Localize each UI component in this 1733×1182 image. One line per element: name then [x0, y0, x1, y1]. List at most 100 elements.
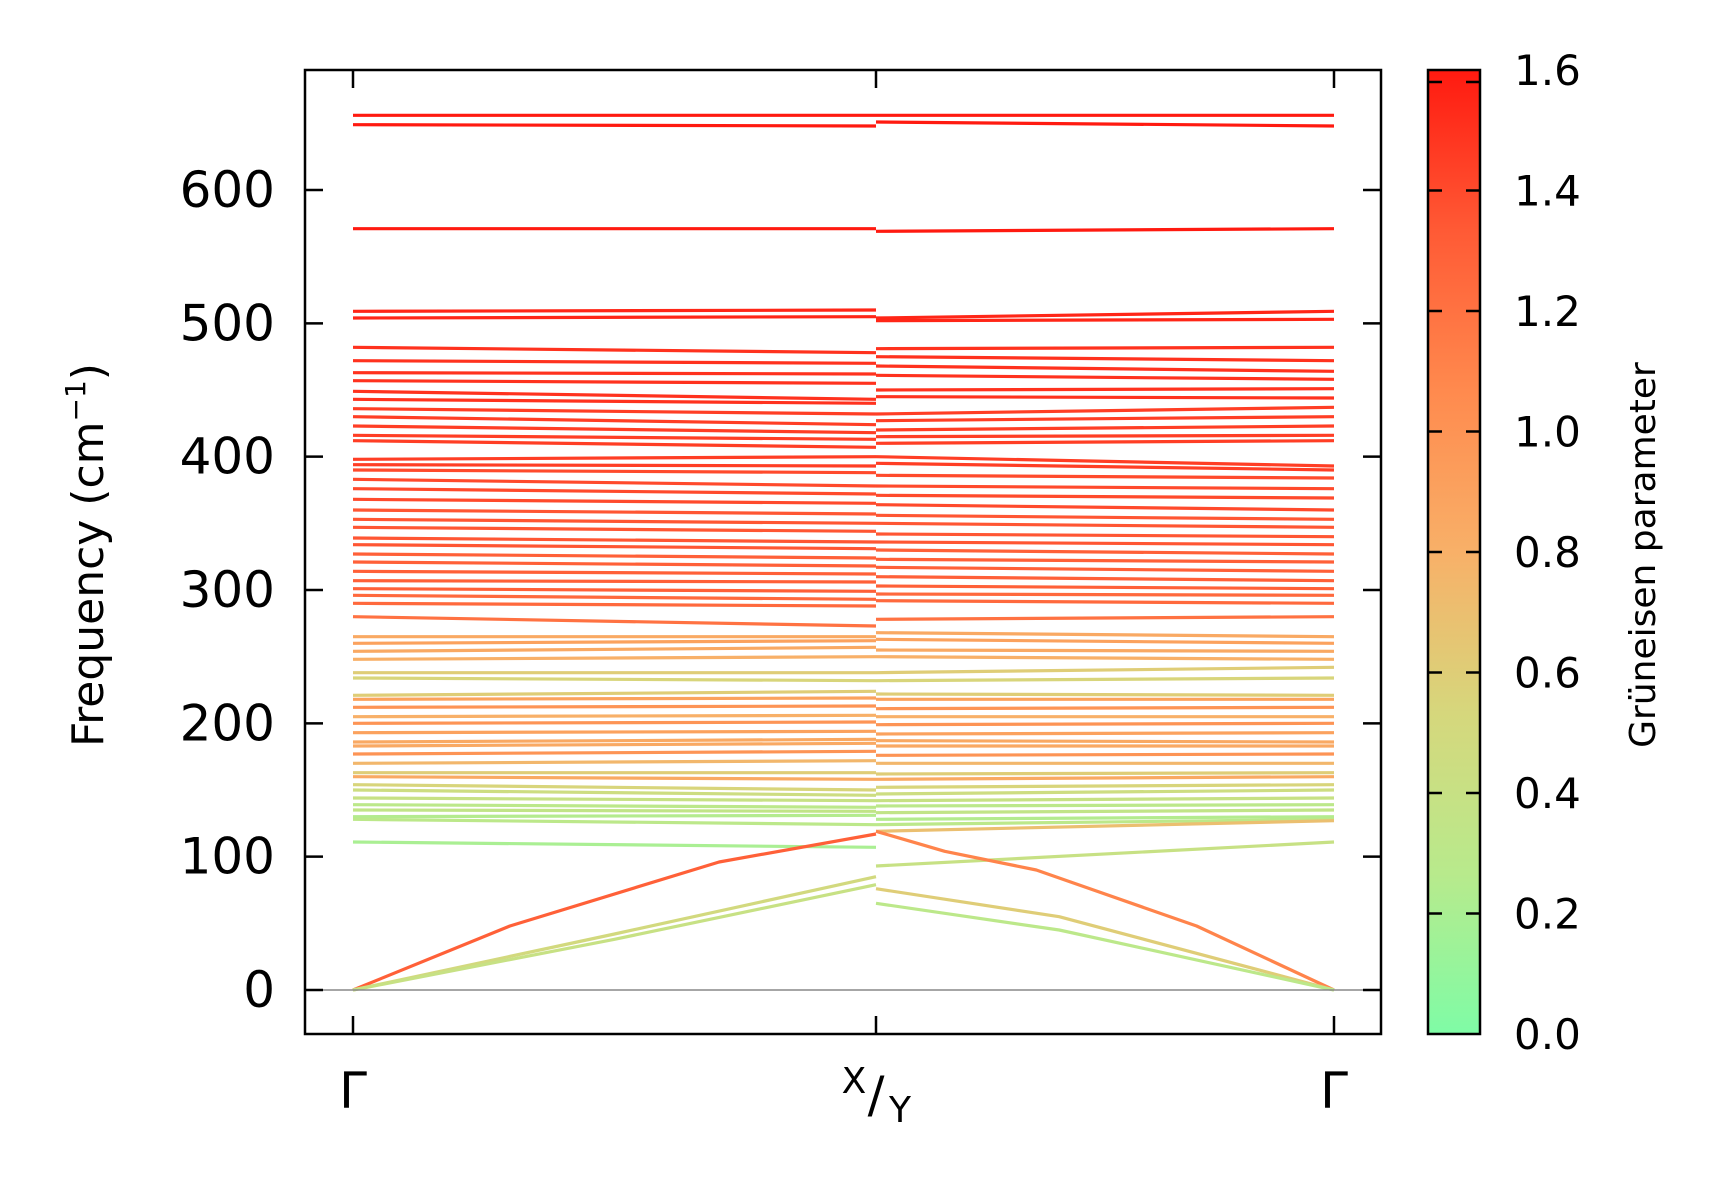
optical-branch-gamma-x [352, 741, 877, 748]
optical-branch-y-gamma [875, 808, 1335, 815]
optical-branch-y-gamma [875, 631, 1335, 639]
optical-branch-y-gamma [875, 309, 1335, 320]
optical-branch-y-gamma [875, 637, 1335, 645]
x-tick-label-y: Y [888, 1090, 912, 1131]
acoustic-branch [352, 883, 877, 992]
optical-branch-y-gamma [875, 317, 1335, 323]
optical-branch-gamma-x [352, 803, 877, 809]
optical-branch-y-gamma [875, 120, 1335, 128]
optical-branch-y-gamma [875, 540, 1335, 547]
optical-branch-y-gamma [875, 557, 1335, 564]
optical-branch-y-gamma [875, 387, 1335, 392]
optical-branch-y-gamma [875, 364, 1335, 373]
optical-branch-y-gamma [875, 739, 1335, 744]
optical-branch-y-gamma [875, 565, 1335, 573]
y-tick-label: 600 [180, 161, 275, 219]
acoustic-branch [875, 887, 1335, 992]
optical-branch-gamma-x [352, 615, 877, 628]
optical-branch-gamma-x [352, 433, 877, 441]
optical-branch-gamma-x [352, 813, 877, 819]
optical-branch-y-gamma [875, 840, 1335, 868]
optical-branch-gamma-x [352, 696, 877, 701]
y-tick-label: 400 [180, 428, 275, 486]
optical-branch-gamma-x [352, 729, 877, 735]
colorbar-tick-label: 0.8 [1514, 528, 1581, 577]
colorbar-tick-label: 0.6 [1514, 649, 1581, 698]
optical-branch-y-gamma [875, 665, 1335, 675]
optical-branch-gamma-x [352, 123, 877, 128]
colorbar-tick-label: 0.4 [1514, 769, 1581, 818]
optical-branch-gamma-x [352, 817, 877, 827]
optical-branch-y-gamma [875, 775, 1335, 781]
optical-branch-y-gamma [875, 721, 1335, 727]
colorbar-tick-label: 1.4 [1514, 167, 1581, 216]
optical-branch-y-gamma [875, 731, 1335, 736]
optical-branch-y-gamma [875, 415, 1335, 423]
optical-branch-gamma-x [352, 389, 877, 401]
optical-branch-y-gamma [875, 433, 1335, 439]
optical-branch-gamma-x [352, 552, 877, 560]
optical-branch-gamma-x [352, 676, 877, 683]
optical-branch-y-gamma [875, 803, 1335, 808]
optical-branch-y-gamma [875, 548, 1335, 556]
optical-branch-y-gamma [875, 503, 1335, 512]
optical-branch-gamma-x [352, 560, 877, 568]
y-axis-title: Frequency (cm−1) [59, 363, 114, 747]
optical-branch-y-gamma [875, 796, 1335, 803]
optical-branch-y-gamma [875, 461, 1335, 472]
optical-branch-y-gamma [875, 599, 1335, 605]
optical-branch-gamma-x [352, 525, 877, 533]
colorbar-tick-label: 0.0 [1514, 1010, 1581, 1059]
optical-branch-gamma-x [352, 713, 877, 719]
optical-branch-y-gamma [875, 692, 1335, 697]
optical-branch-y-gamma [875, 771, 1335, 776]
optical-branch-gamma-x [352, 497, 877, 505]
optical-branch-y-gamma [875, 227, 1335, 233]
optical-branch-gamma-x [352, 455, 877, 461]
optical-branch-gamma-x [352, 308, 877, 313]
optical-branch-gamma-x [352, 439, 877, 449]
optical-branch-gamma-x [352, 569, 877, 576]
optical-branch-gamma-x [352, 468, 877, 475]
x-tick-label-gamma-end: Γ [1320, 1062, 1348, 1120]
optical-branch-y-gamma [875, 455, 1335, 468]
optical-branch-y-gamma [875, 373, 1335, 381]
optical-branch-gamma-x [352, 593, 877, 601]
optical-branch-gamma-x [352, 517, 877, 525]
y-tick-label: 0 [243, 961, 275, 1019]
optical-branch-gamma-x [352, 788, 877, 797]
optical-branch-y-gamma [875, 439, 1335, 445]
optical-branch-gamma-x [352, 759, 877, 765]
y-axis: 0 100 200 300 400 500 600 [180, 161, 1381, 1019]
y-axis-title-close: ) [63, 363, 114, 380]
optical-branch-gamma-x [352, 487, 877, 496]
optical-branch-gamma-x [352, 508, 877, 516]
optical-branch-gamma-x [352, 840, 877, 849]
acoustic-branch [352, 875, 877, 992]
optical-branch-y-gamma [875, 484, 1335, 491]
optical-branch-gamma-x [352, 704, 877, 709]
optical-branch-y-gamma [875, 405, 1335, 416]
optical-branch-gamma-x [352, 775, 877, 781]
y-axis-title-text: Frequency (cm [63, 421, 114, 747]
optical-branch-gamma-x [352, 645, 877, 653]
optical-branch-gamma-x [352, 720, 877, 725]
optical-branch-gamma-x [352, 689, 877, 697]
optical-branch-gamma-x [352, 463, 877, 468]
optical-branch-gamma-x [352, 808, 877, 813]
optical-branch-gamma-x [352, 371, 877, 376]
optical-branch-y-gamma [875, 345, 1335, 351]
optical-branch-gamma-x [352, 415, 877, 427]
optical-branch-gamma-x [352, 397, 877, 405]
optical-branch-y-gamma [875, 532, 1335, 539]
optical-branch-gamma-x [352, 587, 877, 593]
optical-branch-gamma-x [352, 655, 877, 661]
optical-branch-gamma-x [352, 579, 877, 584]
optical-branch-gamma-x [352, 345, 877, 355]
optical-branch-y-gamma [875, 819, 1335, 833]
band-lines [352, 113, 1335, 992]
y-tick-label: 500 [180, 294, 275, 352]
optical-branch-y-gamma [875, 493, 1335, 500]
optical-branch-gamma-x [352, 796, 877, 803]
optical-branch-gamma-x [352, 601, 877, 608]
